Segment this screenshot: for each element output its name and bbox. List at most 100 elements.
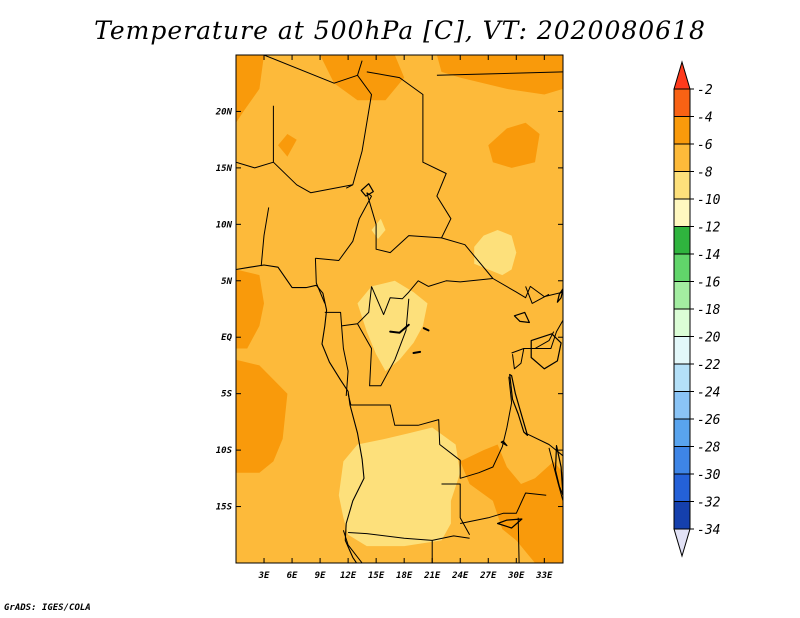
colorbar-label: -34 — [697, 523, 720, 538]
country-border-18 — [460, 492, 547, 524]
colorbar-label: -8 — [697, 166, 713, 181]
colorbar-label: -24 — [697, 386, 720, 401]
country-border-0 — [263, 55, 363, 84]
colorbar-label: -4 — [697, 111, 713, 126]
temperature-region-5 — [236, 269, 264, 349]
colorbar-box-15 — [673, 501, 691, 530]
colorbar-bottom-arrow — [673, 528, 691, 558]
country-border-4 — [260, 207, 270, 267]
x-tick-label: 27E — [479, 571, 497, 581]
temperature-region-3 — [436, 55, 563, 95]
country-border-19 — [517, 517, 520, 563]
country-border-2 — [272, 105, 353, 194]
colorbar-label: -12 — [697, 221, 721, 236]
colorbar-label: -16 — [697, 276, 721, 291]
country-border-24 — [436, 71, 563, 76]
colorbar-box-6 — [673, 253, 691, 282]
colorbar-box-14 — [673, 473, 691, 502]
colorbar-box-9 — [673, 336, 691, 365]
map-frame — [235, 54, 564, 564]
y-tick-label: 15N — [216, 164, 233, 174]
colorbar-box-10 — [673, 363, 691, 392]
country-border-12 — [357, 298, 410, 387]
y-tick-label: 5N — [221, 277, 232, 287]
country-border-16 — [441, 483, 471, 536]
colorbar-label: -28 — [697, 441, 721, 456]
colorbar-box-3 — [673, 171, 691, 200]
y-axis: 20N 15N 10N 5N EQ 5S 10S 15S — [215, 107, 563, 513]
colorbar-label: -2 — [697, 83, 713, 98]
country-border-7 — [315, 192, 372, 261]
lake-outline-2 — [554, 445, 563, 496]
temperature-region-4 — [278, 134, 297, 157]
country-border-1 — [345, 75, 372, 189]
x-tick-label: 6E — [287, 571, 298, 581]
country-border-13 — [347, 376, 513, 479]
x-tick-label: 12E — [340, 571, 357, 581]
x-tick-label: 21E — [423, 571, 441, 581]
colorbar-box-8 — [673, 308, 691, 337]
colorbar-box-5 — [673, 226, 691, 255]
y-tick-label: 10N — [216, 220, 233, 230]
country-border-6 — [366, 192, 563, 299]
colorbar-label: -22 — [697, 358, 721, 373]
colorbar-label: -6 — [697, 138, 713, 153]
country-border-11 — [341, 325, 349, 396]
temperature-region-10 — [338, 427, 461, 547]
x-tick-label: 9E — [315, 571, 326, 581]
temperature-field — [236, 55, 563, 563]
country-border-14 — [348, 532, 470, 541]
x-tick-label: 24E — [451, 571, 469, 581]
colorbar-box-4 — [673, 198, 691, 227]
coastline-0 — [236, 264, 365, 563]
lake-outline-4 — [513, 311, 531, 324]
colorbar-box-2 — [673, 143, 691, 172]
country-border-17 — [342, 530, 363, 563]
country-border-8 — [314, 258, 326, 304]
country-border-25 — [525, 286, 550, 304]
temperature-region-8 — [357, 280, 428, 372]
x-tick-label: 3E — [258, 571, 270, 581]
temperature-region-11 — [371, 218, 386, 239]
y-tick-label: 10S — [216, 446, 233, 456]
lake-outline-5 — [497, 518, 523, 529]
country-border-23 — [512, 348, 525, 370]
temperature-region-1 — [320, 55, 405, 101]
colorbar-label: -30 — [697, 468, 721, 483]
colorbar-box-0 — [673, 88, 691, 117]
colorbar-box-7 — [673, 281, 691, 310]
lake-outline-3 — [500, 440, 508, 447]
temperature-region-2 — [488, 122, 540, 168]
x-tick-label: 33E — [535, 571, 553, 581]
lake-outline-0 — [509, 373, 529, 436]
lake-outline-6 — [556, 288, 563, 303]
colorbar-box-12 — [673, 418, 691, 447]
y-tick-label: 20N — [215, 107, 233, 117]
colorbar-box-13 — [673, 446, 691, 475]
colorbar-box-1 — [673, 116, 691, 145]
colorbar-label: -20 — [697, 331, 721, 346]
x-tick-label: 15E — [368, 571, 385, 581]
temperature-region-9 — [474, 230, 517, 276]
colorbar-top-arrow — [673, 60, 691, 90]
temperature-region-7 — [460, 444, 563, 563]
y-tick-label: EQ — [221, 333, 232, 343]
x-tick-label: 18E — [396, 571, 413, 581]
country-border-5 — [366, 71, 452, 239]
country-border-9 — [371, 278, 493, 316]
colorbar-label: -10 — [697, 193, 721, 208]
country-border-3 — [236, 161, 274, 169]
country-border-22 — [511, 320, 563, 354]
temperature-region-0 — [236, 55, 264, 123]
river-segment-0 — [389, 323, 410, 334]
country-border-10 — [324, 286, 372, 327]
colorbar-label: -26 — [697, 413, 721, 428]
lake-outline-1 — [530, 333, 562, 370]
colorbar: -2 -4 -6 -8 -10 -12 -14 -16 -18 -20 -22 -24 -26 -28 -3… — [673, 60, 721, 558]
colorbar-label: -32 — [697, 496, 721, 511]
y-tick-label: 5S — [221, 390, 232, 400]
temperature-region-6 — [236, 359, 288, 473]
river-segment-2 — [422, 327, 430, 332]
